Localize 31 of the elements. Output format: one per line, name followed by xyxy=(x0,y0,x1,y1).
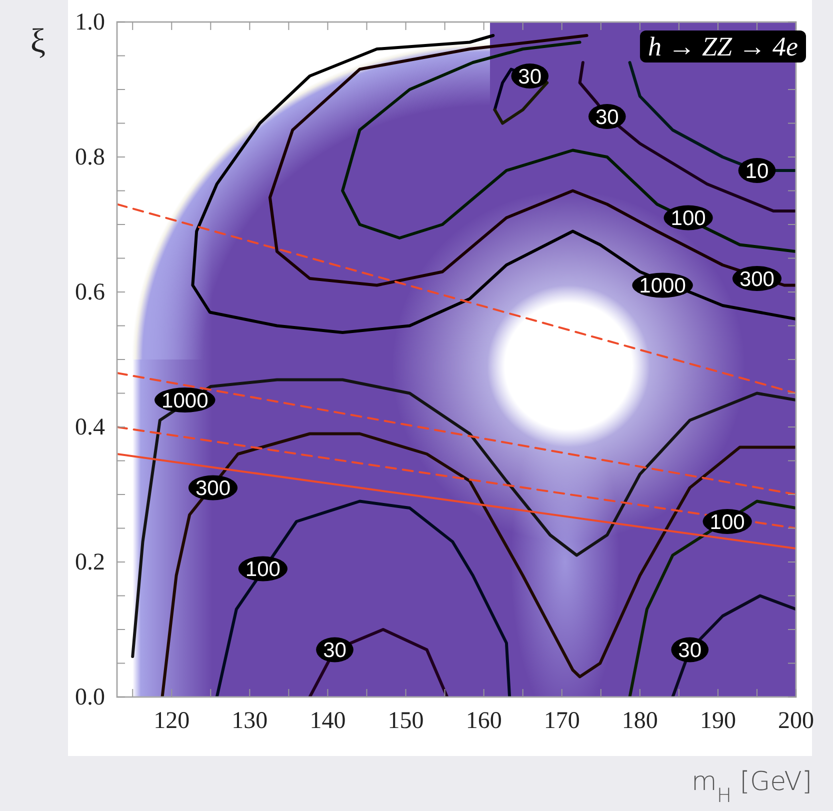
y-axis-title: ξ xyxy=(30,22,46,60)
x-tick-label: 130 xyxy=(232,708,268,734)
annotation: 30 xyxy=(518,65,542,88)
line-series xyxy=(160,432,796,697)
annotation: 300 xyxy=(195,477,231,500)
line-series xyxy=(215,500,512,697)
y-tick-label: 0.8 xyxy=(75,144,105,171)
annotation: 100 xyxy=(245,558,280,582)
annotation: 1000 xyxy=(639,274,686,298)
x-axis-title: m$_{H}$ [GeV] xyxy=(692,767,812,806)
y-tick-label: 0.0 xyxy=(75,684,105,711)
annotation: 300 xyxy=(739,268,774,291)
y-tick-label: 0.2 xyxy=(75,550,105,576)
y-tick-label: 0.4 xyxy=(75,414,105,441)
annotation: 100 xyxy=(670,207,706,230)
x-tick-label: 140 xyxy=(310,708,346,734)
annotation: 100 xyxy=(710,510,745,534)
line-series xyxy=(131,378,796,658)
x-tick-label: 200 xyxy=(778,708,814,734)
x-tick-label: 170 xyxy=(544,708,580,734)
x-tick-label: 190 xyxy=(700,708,736,734)
y-tick-label: 0.6 xyxy=(75,280,105,306)
x-tick-label: 160 xyxy=(466,708,502,734)
chart-title: h → ZZ → 4e xyxy=(648,31,798,62)
x-tick-label: 180 xyxy=(622,708,658,734)
x-tick-label: 120 xyxy=(154,708,190,734)
line-series xyxy=(671,594,796,697)
annotation: 1000 xyxy=(162,389,208,412)
y-tick-label: 1.0 xyxy=(75,10,105,36)
x-tick-label: 150 xyxy=(388,708,424,734)
line-series xyxy=(191,34,796,334)
